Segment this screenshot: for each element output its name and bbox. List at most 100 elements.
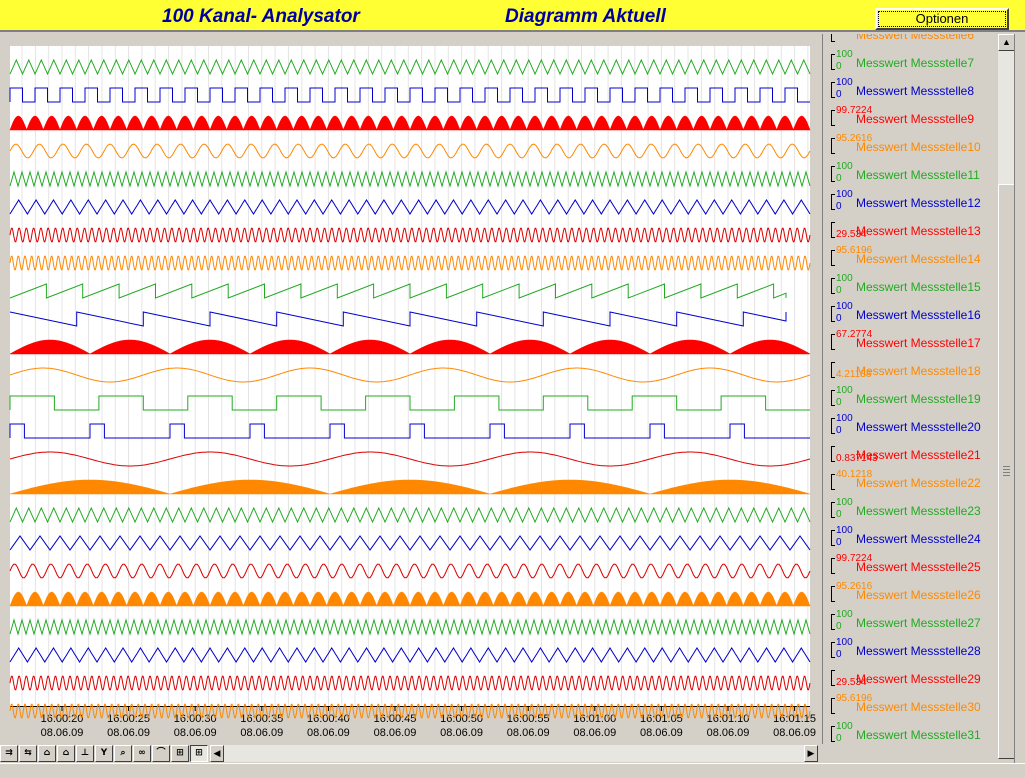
scale-tick [831, 474, 835, 475]
scale-tick [831, 390, 835, 391]
scroll-left-icon[interactable]: ◀ [210, 745, 224, 762]
scale-tick [831, 349, 835, 350]
series-line [9, 283, 787, 299]
scale-tick [831, 82, 835, 83]
scale-tick [831, 517, 835, 518]
series-line [9, 675, 811, 691]
legend-channel-name: Messwert Messstelle30 [856, 700, 981, 714]
legend-item[interactable]: 67.2774 Messwert Messstelle17 [823, 328, 1014, 356]
legend-channel-name: Messwert Messstelle24 [856, 532, 981, 546]
expand-horizontal-tool-button[interactable]: ⇆ [19, 745, 37, 762]
scroll-right-icon[interactable]: ▶ [804, 745, 818, 762]
scale-tick [831, 418, 832, 434]
scale-tick [831, 698, 835, 699]
zoom-x-tool-button[interactable]: ⌂ [38, 745, 56, 762]
scale-tick [831, 194, 832, 210]
legend-min-value: 0 [836, 537, 842, 548]
legend-item[interactable]: 99.7224 Messwert Messstelle9 [823, 104, 1014, 132]
legend-channel-name: Messwert Messstelle7 [856, 56, 975, 70]
scale-tick [831, 726, 832, 742]
x-tick-time-label: 16:00:50 [440, 713, 483, 725]
scroll-up-icon[interactable]: ▲ [998, 34, 1015, 51]
legend-scroll-thumb[interactable] [998, 184, 1015, 759]
scale-tick [831, 642, 835, 643]
scroll-left-tool-button[interactable]: ⇉ [0, 745, 18, 762]
options-button[interactable]: Optionen [875, 8, 1009, 30]
plot-area[interactable]: 16:00:20 08.06.09 16:00:25 08.06.09 16:00:30… [0, 34, 822, 744]
x-tick-date-label: 08.06.09 [107, 727, 150, 739]
legend-item[interactable]: 100 0 Messwert Messstelle27 [823, 608, 1014, 636]
legend-item[interactable]: 40.1218 Messwert Messstelle22 [823, 468, 1014, 496]
series-line [9, 423, 810, 439]
legend-item[interactable]: 95.6196 Messwert Messstelle30 [823, 692, 1014, 720]
legend-min-value: 29.534 [836, 677, 867, 688]
scale-tick [831, 222, 835, 223]
series-line [9, 199, 811, 215]
measure-tool-button[interactable]: ⊞ [171, 745, 189, 762]
legend-item[interactable]: 29.534 Messwert Messstelle29 [823, 664, 1014, 692]
compare-tool-button[interactable]: ∞ [133, 745, 151, 762]
multi-channel-chart[interactable]: 16:00:20 08.06.09 16:00:25 08.06.09 16:00:30… [0, 34, 822, 744]
legend-max-value: 99.7224 [836, 553, 873, 564]
legend-max-value: 100 [836, 721, 853, 732]
legend-min-value: 0 [836, 733, 842, 744]
legend-item[interactable]: 0.837143 Messwert Messstelle21 [823, 440, 1014, 468]
scale-tick [831, 698, 832, 714]
x-tick-time-label: 16:00:45 [374, 713, 417, 725]
scale-tick [831, 601, 835, 602]
legend-max-value: 100 [836, 637, 853, 648]
legend-max-value: 100 [836, 273, 853, 284]
x-tick-date-label: 08.06.09 [640, 727, 683, 739]
legend-min-value: 0 [836, 173, 842, 184]
magnifier-tool-button[interactable]: ⌕ [114, 745, 132, 762]
scale-tick [831, 69, 835, 70]
legend-item[interactable]: 100 0 Messwert Messstelle20 [823, 412, 1014, 440]
horizontal-scrollbar[interactable]: ◀ ▶ [210, 745, 818, 762]
legend-item[interactable]: 95.2616 Messwert Messstelle10 [823, 132, 1014, 160]
legend-item[interactable]: 100 0 Messwert Messstelle11 [823, 160, 1014, 188]
y-axis-tool-button[interactable]: Y [95, 745, 113, 762]
crosshair-tool-button[interactable]: ⊞ [190, 745, 208, 762]
legend-max-value: 99.7224 [836, 105, 873, 116]
legend-item[interactable]: 100 0 Messwert Messstelle7 [823, 48, 1014, 76]
scale-tick [831, 34, 832, 42]
cursor-tool-button[interactable]: ⊥ [76, 745, 94, 762]
scale-tick [831, 726, 835, 727]
x-tick-time-label: 16:01:15 [773, 713, 816, 725]
legend-item[interactable]: 100 0 Messwert Messstelle24 [823, 524, 1014, 552]
legend-channel-name: Messwert Messstelle9 [856, 112, 975, 126]
legend-item[interactable]: 100 0 Messwert Messstelle31 [823, 720, 1014, 744]
legend-min-value: 0 [836, 61, 842, 72]
legend-item[interactable]: 100 0 Messwert Messstelle28 [823, 636, 1014, 664]
marker-tool-button[interactable]: ⌒ [152, 745, 170, 762]
legend-item[interactable]: 100 0 Messwert Messstelle8 [823, 76, 1014, 104]
legend-max-value: 100 [836, 189, 853, 200]
legend-item[interactable]: 4.21138 Messwert Messstelle18 [823, 356, 1014, 384]
legend-max-value: 95.6196 [836, 693, 873, 704]
x-tick-time-label: 16:00:35 [240, 713, 283, 725]
scale-tick [831, 530, 835, 531]
legend-item[interactable]: 29.534 Messwert Messstelle13 [823, 216, 1014, 244]
legend-item[interactable]: 100 0 Messwert Messstelle23 [823, 496, 1014, 524]
legend-max-value: 100 [836, 77, 853, 88]
app-title: 100 Kanal- Analysator [162, 6, 360, 27]
legend-item[interactable]: 95.2616 Messwert Messstelle26 [823, 580, 1014, 608]
legend-item[interactable]: 100 0 Messwert Messstelle12 [823, 188, 1014, 216]
zoom-area-tool-button[interactable]: ⌂ [57, 745, 75, 762]
legend-item[interactable]: 95.6196 Messwert Messstelle14 [823, 244, 1014, 272]
legend-item[interactable]: 100 0 Messwert Messstelle19 [823, 384, 1014, 412]
scale-tick [831, 545, 835, 546]
x-tick-time-label: 16:00:55 [507, 713, 550, 725]
legend-item[interactable]: 99.7224 Messwert Messstelle25 [823, 552, 1014, 580]
scale-tick [831, 642, 832, 658]
series-line [9, 647, 811, 663]
legend-min-value: 0 [836, 621, 842, 632]
scale-tick [831, 334, 835, 335]
legend-item[interactable]: 100 0 Messwert Messstelle16 [823, 300, 1014, 328]
legend-item[interactable]: 100 0 Messwert Messstelle15 [823, 272, 1014, 300]
legend-scrollbar[interactable]: ▲ [997, 34, 1015, 759]
x-tick-date-label: 08.06.09 [440, 727, 483, 739]
legend-max-value: 100 [836, 413, 853, 424]
